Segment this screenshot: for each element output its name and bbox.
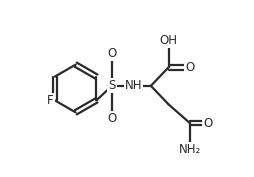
Text: O: O <box>203 116 212 130</box>
Text: OH: OH <box>160 34 178 47</box>
Text: O: O <box>107 112 117 125</box>
Text: NH₂: NH₂ <box>179 143 201 156</box>
Text: O: O <box>107 47 117 60</box>
Text: S: S <box>108 79 116 92</box>
Text: F: F <box>47 94 54 107</box>
Text: NH: NH <box>124 79 142 92</box>
Text: O: O <box>185 61 195 74</box>
